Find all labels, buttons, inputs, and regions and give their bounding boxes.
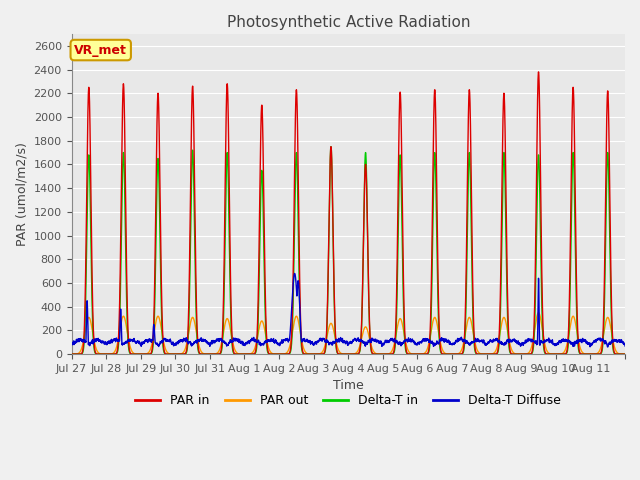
X-axis label: Time: Time	[333, 379, 364, 393]
Y-axis label: PAR (umol/m2/s): PAR (umol/m2/s)	[15, 142, 28, 246]
Text: VR_met: VR_met	[74, 44, 127, 57]
Legend: PAR in, PAR out, Delta-T in, Delta-T Diffuse: PAR in, PAR out, Delta-T in, Delta-T Dif…	[131, 389, 566, 412]
Title: Photosynthetic Active Radiation: Photosynthetic Active Radiation	[227, 15, 470, 30]
